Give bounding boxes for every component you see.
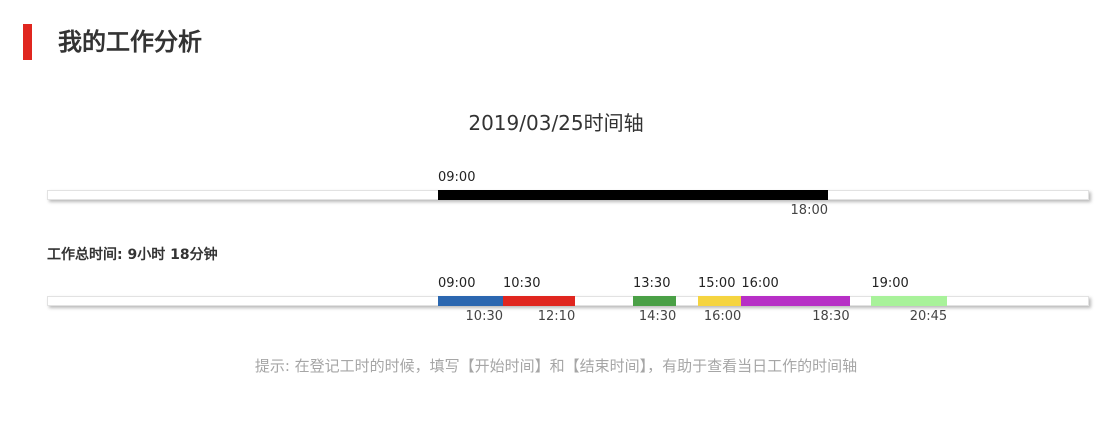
overview-end-label: 18:00 xyxy=(790,203,828,218)
detail-segment xyxy=(503,296,576,306)
detail-end-label: 20:45 xyxy=(909,309,948,324)
detail-timeline-track xyxy=(47,296,1089,306)
detail-start-label: 13:30 xyxy=(633,276,671,291)
detail-segment xyxy=(633,296,677,306)
detail-end-label: 14:30 xyxy=(638,309,677,324)
detail-end-label: 16:00 xyxy=(703,309,742,324)
detail-start-label: 16:00 xyxy=(741,276,779,291)
overview-segment xyxy=(438,190,828,200)
overview-timeline-track xyxy=(47,190,1089,200)
detail-start-label: 15:00 xyxy=(698,276,736,291)
detail-segment xyxy=(438,296,503,306)
detail-end-label: 10:30 xyxy=(465,309,503,324)
total-work-time: 工作总时间: 9小时 18分钟 xyxy=(47,247,218,263)
overview-start-label: 09:00 xyxy=(438,170,476,185)
detail-end-label: 12:10 xyxy=(537,309,576,324)
detail-segment xyxy=(698,296,742,306)
detail-segment xyxy=(741,296,850,306)
detail-start-label: 10:30 xyxy=(503,276,541,291)
hint-text: 提示: 在登记工时的时候，填写【开始时间】和【结束时间】，有助于查看当日工作的时… xyxy=(254,357,858,375)
timeline-date-title: 2019/03/25时间轴 xyxy=(468,111,644,135)
page-title: 我的工作分析 xyxy=(58,28,202,56)
detail-segment xyxy=(871,296,948,306)
detail-start-label: 19:00 xyxy=(871,276,909,291)
detail-start-label: 09:00 xyxy=(438,276,476,291)
title-accent-bar xyxy=(23,24,32,60)
detail-end-label: 18:30 xyxy=(812,309,850,324)
